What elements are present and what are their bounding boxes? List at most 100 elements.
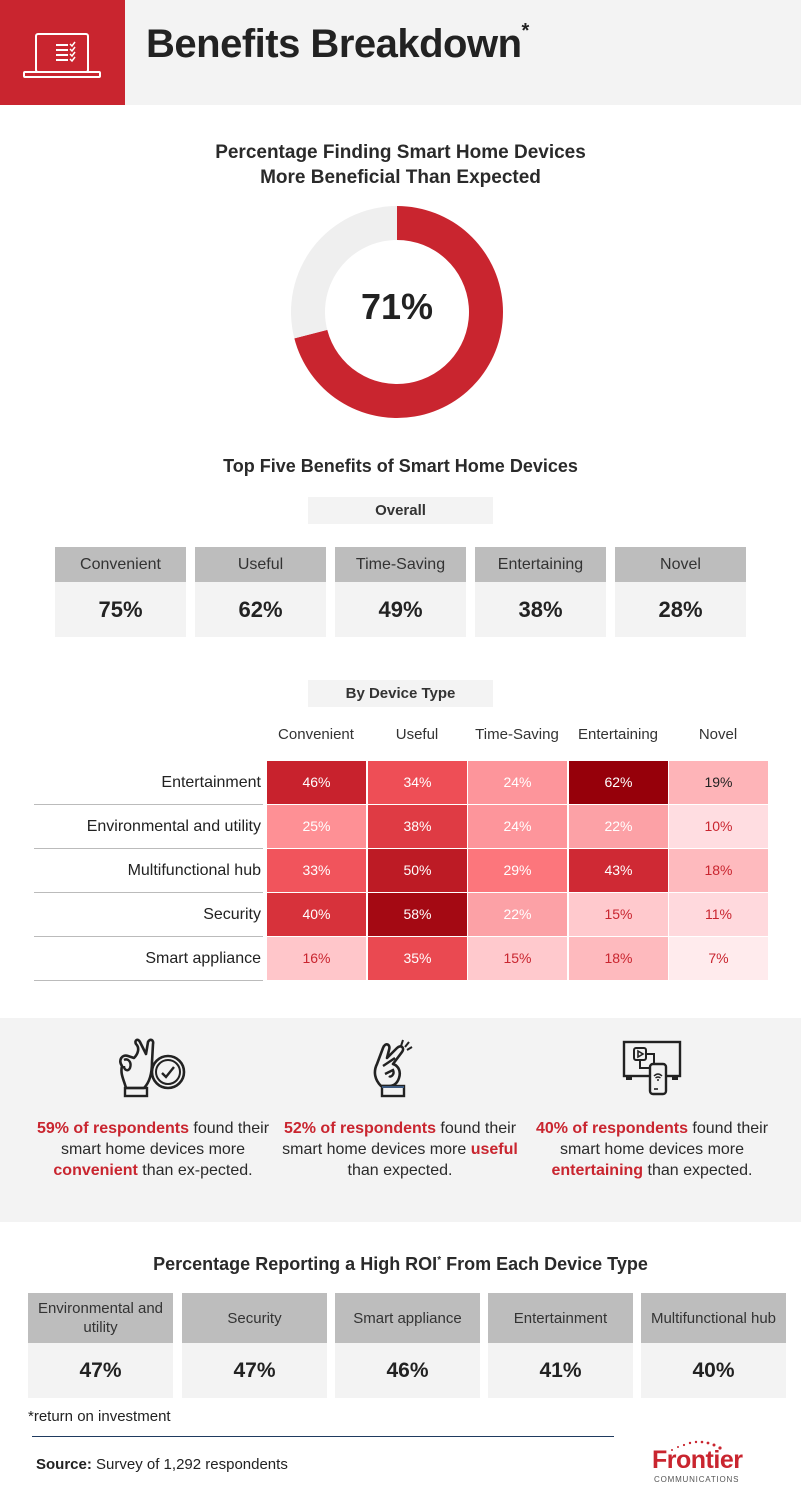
heatmap-cell: 24% bbox=[468, 805, 567, 848]
roi-card: Multifunctional hub 40% bbox=[641, 1293, 786, 1398]
overall-benefit-card: Time-Saving 49% bbox=[335, 547, 466, 637]
roi-footnote: *return on investment bbox=[28, 1408, 171, 1425]
roi-card: Smart appliance 46% bbox=[335, 1293, 480, 1398]
roi-title-suffix: From Each Device Type bbox=[441, 1254, 648, 1274]
logo-wordmark: Frontier bbox=[652, 1446, 743, 1474]
roi-device-label: Security bbox=[182, 1293, 327, 1343]
stat-highlight: 40% of respondents bbox=[535, 1120, 688, 1137]
stat-keyword: entertaining bbox=[551, 1162, 644, 1179]
heatmap-cell: 15% bbox=[569, 893, 668, 936]
top-five-title: Top Five Benefits of Smart Home Devices bbox=[223, 456, 578, 476]
overall-benefit-card: Convenient 75% bbox=[55, 547, 186, 637]
heatmap-cell: 22% bbox=[569, 805, 668, 848]
stat-text-part: found their smart home devices more bbox=[559, 1120, 769, 1158]
stat-text-part: found their smart home devices more bbox=[60, 1120, 270, 1158]
heatmap-column-header: Useful bbox=[395, 726, 439, 743]
overall-benefit-label: Entertaining bbox=[475, 547, 606, 582]
heatmap-row-divider bbox=[34, 848, 263, 849]
source-label: Source: bbox=[36, 1456, 92, 1473]
page-title: Benefits Breakdown* bbox=[146, 19, 530, 67]
heatmap-column-header: Entertaining bbox=[577, 726, 659, 743]
header-banner: Benefits Breakdown* bbox=[0, 0, 801, 105]
heatmap-row-label: Multifunctional hub bbox=[127, 862, 261, 879]
by-device-type-label: By Device Type bbox=[308, 680, 493, 707]
stat-keyword: useful bbox=[470, 1141, 518, 1158]
heatmap-row-divider bbox=[34, 980, 263, 981]
roi-value: 46% bbox=[335, 1343, 480, 1398]
overall-benefit-card: Useful 62% bbox=[195, 547, 326, 637]
roi-card: Security 47% bbox=[182, 1293, 327, 1398]
title-asterisk: * bbox=[521, 19, 530, 42]
frontier-logo: Frontier COMMUNICATIONS bbox=[648, 1438, 768, 1488]
heatmap-cell: 62% bbox=[569, 761, 668, 804]
stat-highlight: 59% of respondents bbox=[36, 1120, 189, 1137]
heatmap-cell: 46% bbox=[267, 761, 366, 804]
donut-chart bbox=[291, 206, 503, 418]
overall-benefit-card: Novel 28% bbox=[615, 547, 746, 637]
heatmap-cell: 11% bbox=[669, 893, 768, 936]
logo-subtitle: COMMUNICATIONS bbox=[654, 1475, 740, 1484]
overall-benefit-value: 62% bbox=[195, 582, 326, 637]
heatmap-cell: 43% bbox=[569, 849, 668, 892]
stat-useful: 52% of respondents found their smart hom… bbox=[280, 1118, 520, 1181]
stat-text-part: than expected. bbox=[643, 1162, 753, 1179]
heatmap-cell: 7% bbox=[669, 937, 768, 980]
roi-title-asterisk: * bbox=[437, 1255, 442, 1266]
heatmap-column-header: Novel bbox=[698, 726, 738, 743]
donut-title-line-1: Percentage Finding Smart Home Devices bbox=[215, 142, 586, 163]
donut-slice-remainder bbox=[291, 206, 397, 339]
roi-value: 41% bbox=[488, 1343, 633, 1398]
footer-divider bbox=[32, 1436, 614, 1437]
overall-benefit-card: Entertaining 38% bbox=[475, 547, 606, 637]
heatmap-cell: 58% bbox=[368, 893, 467, 936]
heatmap-cell: 18% bbox=[569, 937, 668, 980]
overall-benefit-label: Convenient bbox=[55, 547, 186, 582]
donut-title-line-2: More Beneficial Than Expected bbox=[260, 167, 541, 188]
overall-benefit-value: 38% bbox=[475, 582, 606, 637]
heatmap-row-label: Environmental and utility bbox=[86, 818, 261, 835]
heatmap-cell: 35% bbox=[368, 937, 467, 980]
laptop-checklist-icon bbox=[23, 33, 101, 78]
crossed-fingers-icon bbox=[365, 1036, 425, 1105]
heatmap-cell: 16% bbox=[267, 937, 366, 980]
overall-benefit-value: 49% bbox=[335, 582, 466, 637]
stat-highlight: 52% of respondents bbox=[283, 1120, 436, 1137]
donut-slice-beneficial bbox=[294, 206, 503, 418]
logo-dots-arc-icon bbox=[671, 1440, 722, 1451]
stat-convenient: 59% of respondents found their smart hom… bbox=[33, 1118, 273, 1181]
page-title-text: Benefits Breakdown bbox=[146, 22, 522, 66]
stat-text-part: than expected. bbox=[347, 1162, 453, 1179]
tv-phone-stream-icon bbox=[620, 1036, 684, 1105]
heatmap-column-header: Time-Saving bbox=[475, 726, 559, 743]
overall-benefit-value: 75% bbox=[55, 582, 186, 637]
heatmap-row-label: Smart appliance bbox=[145, 950, 261, 967]
heatmap-cell: 40% bbox=[267, 893, 366, 936]
roi-title: Percentage Reporting a High ROI* From Ea… bbox=[0, 1254, 801, 1275]
overall-label: Overall bbox=[308, 497, 493, 524]
roi-device-label: Entertainment bbox=[488, 1293, 633, 1343]
stat-text-part: than ex-pected. bbox=[137, 1162, 253, 1179]
overall-benefit-label: Useful bbox=[195, 547, 326, 582]
overall-benefit-label: Novel bbox=[615, 547, 746, 582]
heatmap-row-divider bbox=[34, 936, 263, 937]
roi-value: 47% bbox=[28, 1343, 173, 1398]
stat-entertaining: 40% of respondents found their smart hom… bbox=[532, 1118, 772, 1181]
heatmap-cell: 10% bbox=[669, 805, 768, 848]
roi-value: 47% bbox=[182, 1343, 327, 1398]
ok-hand-check-icon bbox=[112, 1036, 192, 1105]
donut-center-label: 71% bbox=[360, 286, 434, 327]
heatmap-cell: 25% bbox=[267, 805, 366, 848]
donut-chart-title: Percentage Finding Smart Home Devices Mo… bbox=[0, 140, 801, 190]
heatmap-cell: 22% bbox=[468, 893, 567, 936]
roi-device-label: Environmental and utility bbox=[28, 1293, 173, 1343]
heatmap-cell: 15% bbox=[468, 937, 567, 980]
roi-value: 40% bbox=[641, 1343, 786, 1398]
heatmap-cell: 19% bbox=[669, 761, 768, 804]
header-icon-badge bbox=[0, 0, 125, 105]
heatmap-row-divider bbox=[34, 892, 263, 893]
stat-keyword: convenient bbox=[53, 1162, 138, 1179]
heatmap-cell: 24% bbox=[468, 761, 567, 804]
roi-card: Environmental and utility 47% bbox=[28, 1293, 173, 1398]
heatmap-row-divider bbox=[34, 804, 263, 805]
source-text: Survey of 1,292 respondents bbox=[91, 1456, 288, 1473]
